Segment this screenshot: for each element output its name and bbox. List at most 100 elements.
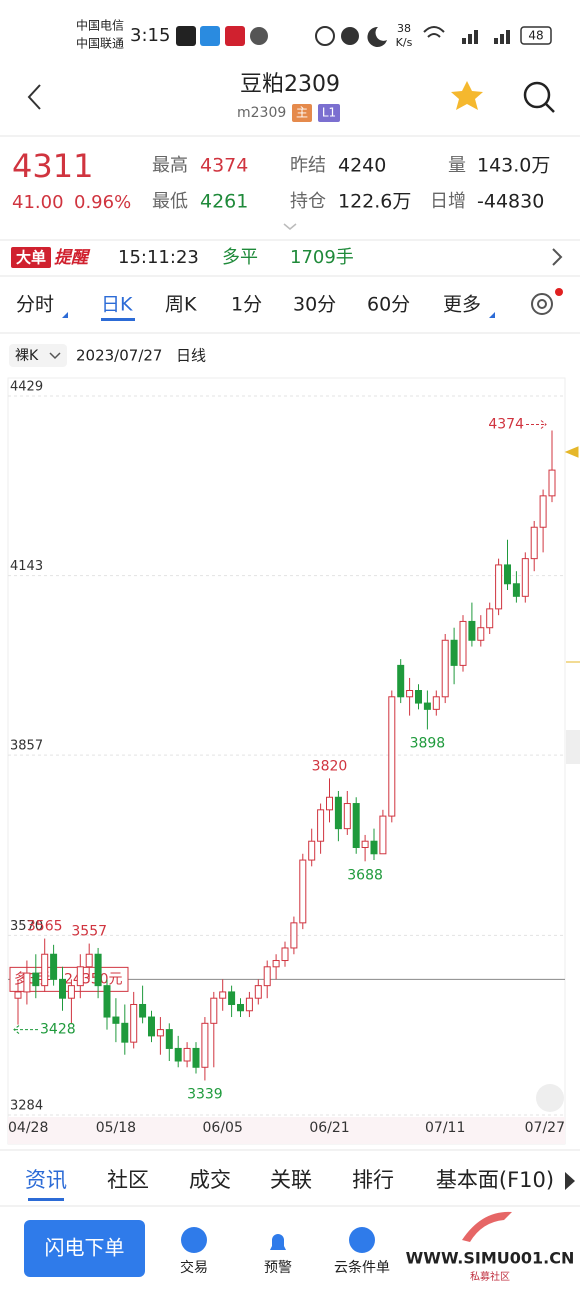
quote-label: 最低 [152, 191, 188, 212]
candle-body [477, 627, 485, 641]
search-button[interactable] [523, 81, 555, 113]
nav-icon[interactable] [270, 1234, 286, 1250]
app-icon [225, 26, 245, 46]
candle-body [14, 991, 22, 999]
period-tab[interactable]: 日K [101, 294, 133, 316]
candle-body [263, 966, 271, 987]
last-price: 4311 [12, 147, 93, 185]
tag [318, 104, 340, 122]
alert-tag-text: 大单 [16, 249, 46, 267]
period-tab[interactable]: 1分 [231, 294, 262, 316]
expand-button[interactable] [283, 223, 297, 230]
candle-body [308, 840, 316, 861]
candle-body [388, 696, 396, 817]
candle-body [370, 840, 378, 855]
period-tab[interactable]: 30分 [293, 294, 336, 316]
candle-body [139, 1003, 147, 1018]
quote-label: 持仓 [290, 191, 326, 212]
candle-body [290, 922, 298, 949]
signal-icon [494, 30, 510, 44]
candle-body [50, 953, 58, 980]
order-button[interactable] [24, 1220, 145, 1277]
chart-frame [7, 377, 566, 1145]
candle-body [67, 985, 75, 999]
candle-body [32, 972, 40, 987]
bottom-tab[interactable]: 排行 [352, 1168, 394, 1192]
period-tab[interactable]: 60分 [367, 294, 410, 316]
side-handle[interactable] [566, 730, 580, 764]
candle-body [352, 803, 360, 848]
candle-body [379, 815, 387, 855]
change-pct: 0.96% [74, 192, 131, 213]
side-marker [564, 446, 580, 663]
signal-icon [462, 30, 478, 44]
candle-body [539, 495, 547, 528]
candle-body [174, 1047, 182, 1062]
candle-body [156, 1029, 164, 1037]
quote-value: 4374 [200, 155, 248, 177]
bottom-tab[interactable]: 成交 [189, 1168, 231, 1192]
candle-body [299, 859, 307, 924]
mode: 裸K [15, 348, 39, 364]
candle-body [23, 972, 31, 993]
favorite-button[interactable] [451, 81, 483, 110]
candle-body [343, 803, 351, 830]
alert-tag [11, 247, 51, 268]
period-tab[interactable]: 周K [165, 294, 197, 316]
candle-body [423, 702, 431, 710]
candle-body [76, 966, 84, 987]
candle-body [450, 639, 458, 666]
high-label: 3557 [71, 924, 107, 940]
tabs-more[interactable] [565, 1172, 575, 1190]
quote-value: 122.6万 [338, 191, 411, 213]
nav-icon[interactable] [181, 1227, 207, 1253]
nav-label: 预警 [264, 1260, 292, 1276]
candle-body [281, 947, 289, 962]
high-label: 3820 [312, 758, 348, 774]
label-arrow [526, 420, 547, 429]
x-tick-label: 07/27 [525, 1120, 565, 1136]
candle-body [504, 564, 511, 585]
alert-tag-text: 提醒 [54, 248, 91, 268]
settings-button[interactable] [531, 293, 553, 315]
watermark-logo [462, 1211, 512, 1242]
candle-body [148, 1016, 155, 1037]
contract-code: m2309 [237, 105, 286, 121]
low-label: 3898 [410, 735, 446, 751]
candle-body [121, 1022, 129, 1043]
wifi-icon [423, 26, 445, 38]
fullscreen-button[interactable] [536, 1084, 564, 1112]
candle-body [272, 960, 280, 968]
candle-body [245, 997, 253, 1012]
mode-selector[interactable] [9, 344, 67, 367]
bottom-tab[interactable]: 资讯 [25, 1168, 67, 1192]
back-button[interactable] [27, 84, 41, 110]
period-tab[interactable]: 更多 [443, 294, 481, 316]
nav-icon[interactable] [349, 1227, 375, 1253]
candle-body [512, 583, 520, 597]
carrier: 中国电信 [76, 18, 124, 33]
bottom-tab[interactable]: 关联 [270, 1168, 312, 1192]
alert-more[interactable] [552, 248, 563, 266]
candle-body [165, 1029, 173, 1049]
candle-body [130, 1003, 138, 1043]
candle-body [334, 796, 342, 830]
clock: 3:15 [130, 25, 170, 46]
tag-text: 主 [296, 106, 308, 120]
y-tick-label: 3857 [10, 739, 43, 754]
bottom-tab[interactable]: 基本面(F10) [436, 1168, 554, 1192]
candle-body [192, 1047, 200, 1068]
candle-body [495, 564, 503, 610]
candle-body [85, 953, 93, 968]
candle-body [326, 796, 333, 811]
quote-value: 4240 [338, 155, 386, 177]
candle-body [530, 526, 538, 560]
x-tick-label: 04/28 [8, 1120, 48, 1136]
y-tick-label: 3570 [10, 919, 43, 934]
tab-arrow [489, 312, 495, 318]
alert-time: 15:11:23 [118, 247, 199, 268]
period-tab[interactable]: 分时 [16, 294, 54, 316]
bottom-tab[interactable]: 社区 [107, 1168, 149, 1192]
candle-body [361, 840, 369, 848]
